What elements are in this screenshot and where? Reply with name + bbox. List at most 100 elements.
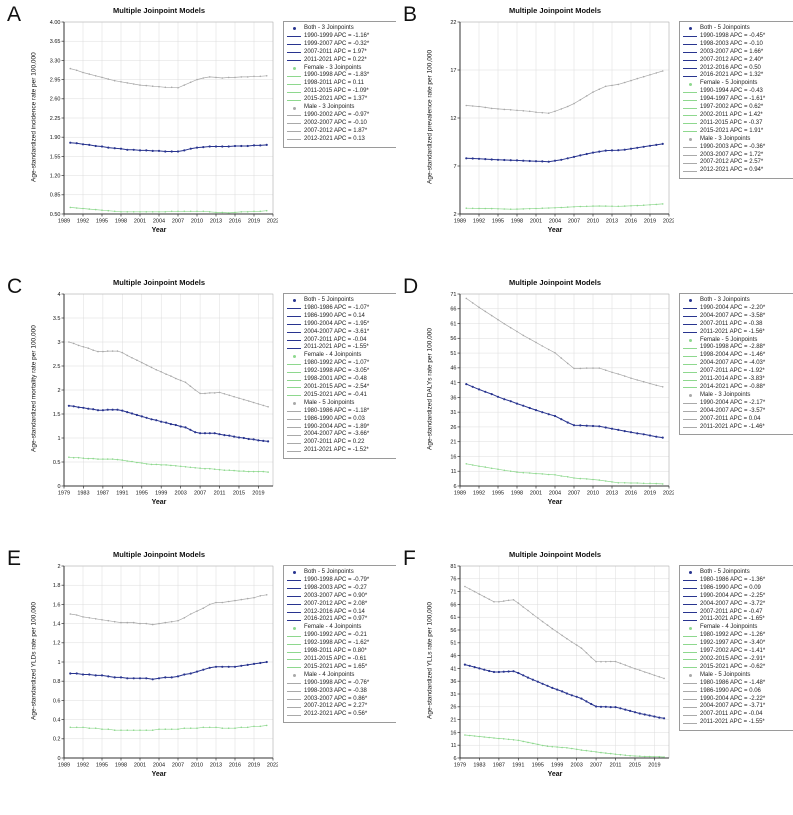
legend-entry-label: 2016-2021 APC = 0.97* bbox=[304, 616, 368, 623]
svg-text:2004: 2004 bbox=[549, 491, 561, 497]
data-point-female bbox=[509, 470, 512, 472]
data-point-female bbox=[88, 727, 91, 729]
data-point-both bbox=[202, 668, 205, 671]
data-point-female bbox=[234, 211, 236, 214]
data-point-both bbox=[75, 142, 78, 145]
data-point-both bbox=[497, 670, 500, 674]
legend-marker-dot bbox=[689, 82, 692, 86]
series-line-both bbox=[466, 383, 663, 439]
data-point-both bbox=[126, 411, 129, 414]
legend-line-swatch bbox=[683, 619, 697, 621]
data-point-female bbox=[528, 207, 531, 210]
legend-line-swatch bbox=[683, 643, 697, 645]
data-point-male bbox=[498, 601, 500, 603]
svg-text:1987: 1987 bbox=[97, 491, 109, 497]
svg-text:3.65: 3.65 bbox=[50, 39, 61, 45]
svg-text:2015: 2015 bbox=[629, 763, 641, 769]
data-point-both bbox=[176, 675, 180, 678]
legend-entry: 2007-2012 APC = 2.57* bbox=[683, 159, 789, 167]
data-point-male bbox=[516, 109, 518, 112]
data-point-both bbox=[227, 665, 230, 668]
data-point-both bbox=[240, 144, 243, 148]
data-point-female bbox=[204, 467, 206, 470]
y-axis-label: Age-standardized prevalence rate per 100… bbox=[426, 49, 434, 185]
data-point-female bbox=[604, 205, 607, 207]
data-point-male bbox=[483, 595, 486, 598]
panel-letter-f: F bbox=[403, 547, 416, 570]
data-point-female bbox=[68, 456, 70, 458]
data-point-both bbox=[595, 705, 598, 708]
data-point-male bbox=[189, 81, 192, 84]
data-point-both bbox=[566, 157, 569, 160]
legend-line-swatch bbox=[683, 379, 697, 381]
svg-text:26: 26 bbox=[450, 705, 456, 711]
legend-entry-label: 2004-2007 APC = -3.58* bbox=[700, 312, 766, 319]
legend-entry-label: 2015-2021 APC = 1.91* bbox=[700, 127, 764, 134]
legend-entry: 1986-1990 APC = 0.06 bbox=[683, 688, 789, 696]
data-point-male bbox=[630, 377, 632, 379]
legend-entry-label: 1990-2004 APC = -2.25* bbox=[700, 592, 766, 599]
legend-entry-label: 2004-2007 APC = -3.71* bbox=[700, 703, 766, 710]
data-point-female bbox=[215, 211, 217, 214]
svg-text:1992: 1992 bbox=[473, 219, 485, 225]
data-point-both bbox=[174, 423, 177, 427]
panel-b: B Multiple Joinpoint Models Age-standard… bbox=[396, 0, 793, 272]
legend-line-swatch bbox=[683, 154, 697, 156]
data-point-male bbox=[512, 599, 515, 601]
data-point-female bbox=[630, 482, 632, 484]
svg-text:0.8: 0.8 bbox=[53, 679, 61, 685]
y-axis-label: Age-standardized YLDs rate per 100,000 bbox=[30, 601, 38, 721]
panel-letter-e: E bbox=[7, 547, 22, 570]
data-point-both bbox=[199, 432, 202, 435]
data-point-male bbox=[240, 76, 243, 78]
legend-entry-label: 1998-2003 APC = -0.38 bbox=[304, 687, 367, 694]
data-point-female bbox=[262, 470, 265, 473]
legend-line-swatch bbox=[287, 83, 301, 85]
data-point-female bbox=[240, 726, 243, 729]
legend-line-swatch bbox=[683, 371, 697, 373]
legend-entry-label: 2011-2014 APC = -3.83* bbox=[700, 376, 765, 383]
data-point-female bbox=[624, 754, 627, 756]
data-point-both bbox=[526, 676, 530, 679]
legend-entry-label: 2007-2011 APC = -0.38 bbox=[700, 320, 763, 327]
svg-text:1989: 1989 bbox=[58, 219, 70, 225]
data-point-male bbox=[527, 609, 529, 612]
svg-text:51: 51 bbox=[450, 351, 456, 357]
data-point-both bbox=[214, 145, 218, 148]
legend-entry: 1998-2003 APC = -0.38 bbox=[287, 688, 393, 696]
data-point-both bbox=[642, 433, 645, 436]
data-point-both bbox=[541, 682, 544, 685]
data-point-female bbox=[512, 739, 515, 741]
legend-entry-label: 2007-2012 APC = 2.27* bbox=[304, 703, 368, 710]
data-point-female bbox=[126, 460, 128, 462]
chart-title: Multiple Joinpoint Models bbox=[508, 6, 602, 15]
legend-entry: 1990-1998 APC = -0.79* bbox=[287, 577, 393, 585]
data-point-female bbox=[522, 471, 525, 474]
data-point-male bbox=[196, 78, 198, 81]
data-point-female bbox=[139, 729, 141, 731]
series-line-both bbox=[68, 405, 269, 442]
svg-text:1995: 1995 bbox=[136, 491, 148, 497]
data-point-female bbox=[604, 480, 607, 482]
data-point-both bbox=[242, 436, 245, 440]
data-point-both bbox=[580, 697, 583, 700]
svg-text:36: 36 bbox=[450, 395, 456, 401]
data-point-male bbox=[265, 75, 268, 77]
data-point-female bbox=[592, 478, 594, 481]
chart-title: Multiple Joinpoint Models bbox=[508, 278, 602, 287]
legend-group-header: Male - 3 Joinpoints bbox=[683, 136, 789, 144]
legend-group-header: Female - 4 Joinpoints bbox=[287, 352, 393, 360]
legend-entry-label: 2011-2015 APC = -0.37 bbox=[700, 119, 763, 126]
data-point-both bbox=[623, 148, 626, 151]
svg-text:2.25: 2.25 bbox=[50, 116, 61, 122]
svg-text:1992: 1992 bbox=[77, 219, 89, 225]
data-point-female bbox=[221, 211, 224, 214]
data-point-both bbox=[183, 673, 186, 676]
svg-text:6: 6 bbox=[453, 484, 456, 490]
legend-entry-label: 1990-2004 APC = -1.89* bbox=[304, 423, 370, 430]
data-point-female bbox=[87, 457, 90, 460]
legend-entry: 1990-1998 APC = -0.45* bbox=[683, 33, 789, 41]
data-point-female bbox=[234, 727, 236, 729]
legend-entry: 1990-1998 APC = -1.83* bbox=[287, 72, 393, 80]
svg-text:56: 56 bbox=[450, 336, 456, 342]
